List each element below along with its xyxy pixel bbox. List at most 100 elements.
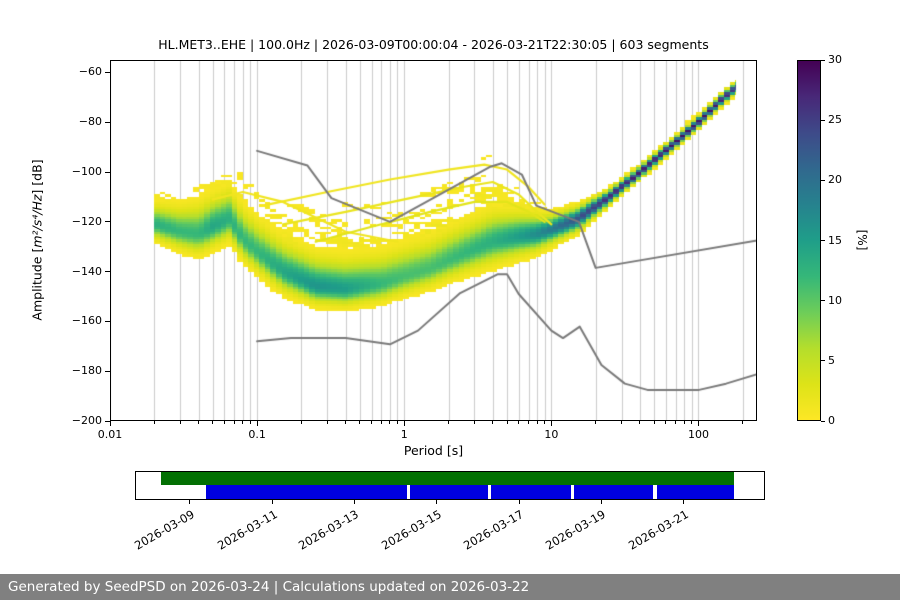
timeline-date-label: 2026-03-11	[214, 507, 280, 553]
timeline-tick-mark	[353, 500, 355, 504]
timeline-blue-segment	[409, 485, 489, 499]
timeline-green-segment	[161, 472, 735, 485]
x-tick-mark	[198, 421, 200, 424]
x-tick-mark	[595, 421, 597, 424]
x-tick-mark	[697, 421, 699, 426]
x-tick-mark	[212, 421, 214, 424]
colorbar-tick-mark	[821, 420, 825, 422]
timeline-date-label: 2026-03-15	[378, 507, 444, 553]
x-tick-mark	[396, 421, 398, 424]
x-tick-mark	[256, 421, 258, 426]
x-tick-label: 100	[687, 428, 709, 441]
timeline-date-label: 2026-03-17	[461, 507, 527, 553]
colorbar-tick-mark	[821, 240, 825, 241]
timeline-date-label: 2026-03-19	[543, 507, 609, 553]
x-tick-mark	[179, 421, 181, 424]
x-tick-label: 0.1	[248, 428, 266, 441]
plot-title: HL.MET3..EHE | 100.0Hz | 2026-03-09T00:0…	[158, 37, 709, 52]
timeline-date-label: 2026-03-13	[296, 507, 362, 553]
y-tick-mark	[105, 420, 110, 422]
timeline-tick-mark	[518, 500, 520, 504]
y-tick-label: −60	[78, 65, 102, 79]
x-tick-mark	[675, 421, 677, 424]
y-axis-label-units: m²/s⁴/Hz	[29, 194, 45, 248]
x-tick-mark	[518, 421, 520, 424]
x-tick-mark	[300, 421, 302, 424]
x-tick-mark	[153, 421, 155, 424]
timeline-tick-mark	[271, 500, 273, 504]
timeline-tick-mark	[600, 500, 602, 504]
colorbar-tick-label: 20	[828, 173, 842, 187]
x-tick-mark	[683, 421, 685, 424]
x-tick-mark	[492, 421, 494, 424]
ppsd-heatmap-canvas	[110, 60, 757, 421]
x-tick-mark	[389, 421, 391, 424]
y-axis-label: Amplitude [m²/s⁴/Hz] [dB]	[30, 159, 45, 320]
x-tick-mark	[550, 421, 552, 426]
colorbar-tick-label: 25	[828, 113, 842, 127]
colorbar-tick-mark	[821, 179, 825, 181]
colorbar-tick-mark	[821, 360, 825, 362]
x-tick-mark	[536, 421, 538, 424]
coverage-timeline-box	[135, 471, 765, 500]
x-tick-mark	[506, 421, 508, 424]
x-tick-mark	[371, 421, 373, 424]
y-tick-label: −120	[71, 214, 102, 228]
colorbar-tick-mark	[821, 119, 825, 121]
x-tick-mark	[249, 421, 251, 424]
x-tick-mark	[109, 421, 111, 426]
x-tick-mark	[665, 421, 667, 424]
colorbar-tick-label: 5	[828, 353, 835, 367]
timeline-blue-segment	[574, 485, 654, 499]
x-tick-label: 0.01	[97, 428, 123, 441]
y-tick-mark	[105, 320, 110, 322]
timeline-blue-segment	[656, 485, 735, 499]
footer-bar: Generated by SeedPSD on 2026-03-24 | Cal…	[0, 574, 900, 600]
timeline-date-label: 2026-03-21	[625, 507, 691, 553]
x-tick-mark	[242, 421, 244, 424]
x-tick-mark	[359, 421, 361, 424]
timeline-blue-segment	[491, 485, 572, 499]
x-tick-mark	[742, 421, 744, 424]
x-tick-mark	[691, 421, 693, 424]
x-tick-mark	[448, 421, 449, 424]
x-tick-mark	[544, 421, 546, 424]
y-tick-mark	[105, 71, 110, 73]
x-tick-mark	[473, 421, 475, 424]
timeline-tick-mark	[436, 500, 438, 504]
x-tick-mark	[326, 421, 328, 424]
x-tick-mark	[223, 421, 225, 424]
y-axis-label-suffix: ] [dB]	[29, 159, 45, 195]
x-axis-label: Period [s]	[403, 443, 464, 458]
y-tick-label: −200	[71, 414, 102, 427]
x-tick-mark	[528, 421, 530, 424]
colorbar-label: [%]	[855, 229, 869, 251]
y-tick-label: −80	[78, 115, 102, 129]
colorbar-tick-mark	[821, 59, 825, 61]
colorbar-tick-mark	[821, 300, 825, 302]
x-tick-mark	[653, 421, 655, 424]
x-tick-mark	[345, 421, 347, 424]
x-tick-label: 1	[400, 428, 408, 441]
x-tick-mark	[639, 421, 641, 424]
colorbar-tick-label: 0	[828, 414, 835, 427]
colorbar-tick-label: 15	[828, 233, 842, 247]
y-tick-mark	[105, 221, 110, 223]
timeline-tick-mark	[189, 500, 191, 504]
y-tick-label: −140	[71, 264, 102, 278]
y-axis-label-prefix: Amplitude [	[29, 247, 45, 321]
colorbar-tick-label: 10	[828, 293, 842, 307]
x-tick-mark	[403, 421, 405, 426]
footer-text: Generated by SeedPSD on 2026-03-24 | Cal…	[8, 579, 530, 595]
y-tick-mark	[105, 370, 110, 372]
timeline-date-label: 2026-03-09	[131, 507, 197, 553]
y-tick-label: −160	[71, 314, 102, 328]
colorbar-gradient	[797, 60, 821, 421]
y-tick-mark	[105, 171, 110, 173]
x-tick-mark	[233, 421, 235, 424]
x-tick-mark	[380, 421, 382, 424]
y-tick-mark	[105, 271, 110, 273]
y-tick-label: −100	[71, 165, 102, 179]
timeline-blue-segment	[205, 485, 407, 499]
